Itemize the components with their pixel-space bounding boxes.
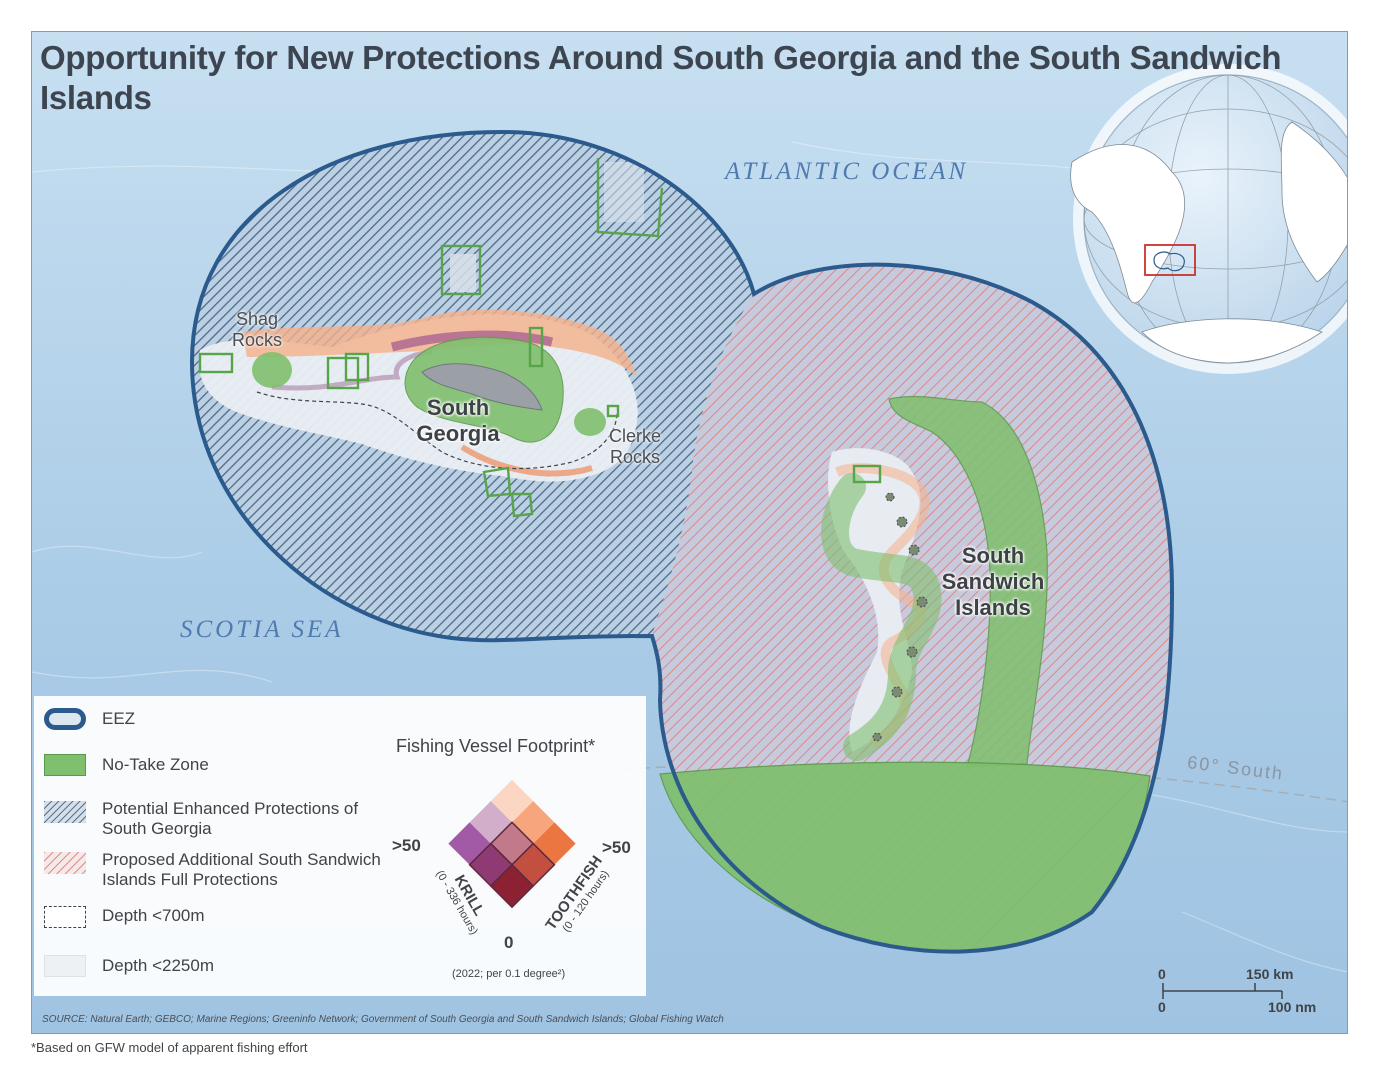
shag-rocks-no-take-zone	[252, 352, 292, 388]
antarctica-shape	[1141, 318, 1323, 364]
legend-depth700-swatch	[44, 906, 86, 928]
scale-zero-bottom: 0	[1158, 999, 1166, 1015]
south-georgia-island	[421, 363, 543, 411]
map-frame: Opportunity for New Protections Around S…	[31, 31, 1348, 1034]
africa-shape	[1280, 121, 1347, 283]
eez-boundary	[189, 129, 1175, 954]
locator-rectangle	[1144, 244, 1196, 276]
scotia-sea-label: SCOTIA SEA	[180, 616, 344, 643]
legend-depth2250-swatch	[44, 955, 86, 977]
legend-proposed-label: Proposed Additional South Sandwich Islan…	[102, 850, 381, 889]
shag-rocks-label: Shag Rocks	[231, 309, 282, 350]
depth-700-contour-sg	[256, 391, 618, 470]
ssi-box	[852, 464, 882, 484]
ssi-no-take-buffer	[821, 473, 942, 761]
south-sandwich-islands-label: South Sandwich Islands	[941, 543, 1045, 620]
locator-globe	[1070, 64, 1347, 374]
legend-eez-label: EEZ	[102, 709, 136, 728]
ssi-eastern-no-take-zone	[888, 395, 1048, 768]
map-title: Opportunity for New Protections Around S…	[40, 39, 1282, 116]
footprint-note: (2022; per 0.1 degree²)	[452, 968, 566, 980]
legend-potential-swatch	[44, 801, 86, 823]
bivariate-key	[448, 779, 576, 909]
south-america-shape	[1070, 144, 1185, 304]
krill-footprint-sg	[390, 330, 554, 352]
legend-potential-label: Potential Enhanced Protections of South …	[102, 799, 359, 838]
legend-depth700-label: Depth <700m	[102, 906, 205, 925]
scale-bar	[1162, 983, 1283, 999]
no-take-boxes	[198, 158, 664, 518]
legend-eez-swatch	[44, 708, 86, 730]
atlantic-ocean-label: ATLANTIC OCEAN	[725, 158, 969, 185]
clerke-rocks-no-take-zone	[574, 408, 606, 436]
south-georgia-label: South Georgia	[416, 395, 500, 446]
zero-label: 0	[504, 933, 514, 952]
legend-depth2250-label: Depth <2250m	[102, 956, 214, 975]
krill-max-label: >50	[392, 836, 421, 855]
clerke-rocks-label: Clerke Rocks	[608, 426, 661, 467]
map-legend: EEZ No-Take Zone Potential Enhanced Prot…	[34, 696, 646, 996]
toothfish-max-label: >50	[602, 838, 631, 857]
footprint-title: Fishing Vessel Footprint*	[396, 736, 596, 756]
legend-no-take-label: No-Take Zone	[102, 755, 209, 774]
scale-zero-top: 0	[1158, 966, 1166, 982]
scale-nm: 100 nm	[1268, 999, 1317, 1015]
source-credit: SOURCE: Natural Earth; GEBCO; Marine Reg…	[42, 1014, 724, 1025]
footnote: *Based on GFW model of apparent fishing …	[31, 1040, 308, 1055]
legend-proposed-swatch	[44, 852, 86, 874]
map-canvas	[32, 32, 1347, 1033]
legend-no-take-swatch	[44, 754, 86, 776]
scale-km: 150 km	[1246, 966, 1294, 982]
ssi-islands	[872, 492, 928, 742]
